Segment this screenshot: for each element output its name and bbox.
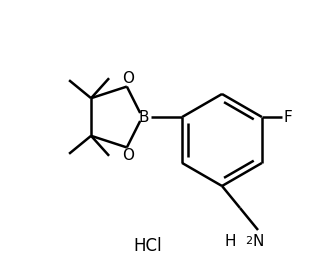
Text: N: N	[252, 234, 263, 249]
Text: H: H	[224, 234, 236, 249]
Text: O: O	[122, 148, 134, 163]
Text: O: O	[122, 70, 134, 85]
Text: B: B	[139, 110, 150, 125]
Text: HCl: HCl	[134, 237, 162, 255]
Text: F: F	[284, 110, 293, 125]
Text: 2: 2	[245, 236, 252, 246]
